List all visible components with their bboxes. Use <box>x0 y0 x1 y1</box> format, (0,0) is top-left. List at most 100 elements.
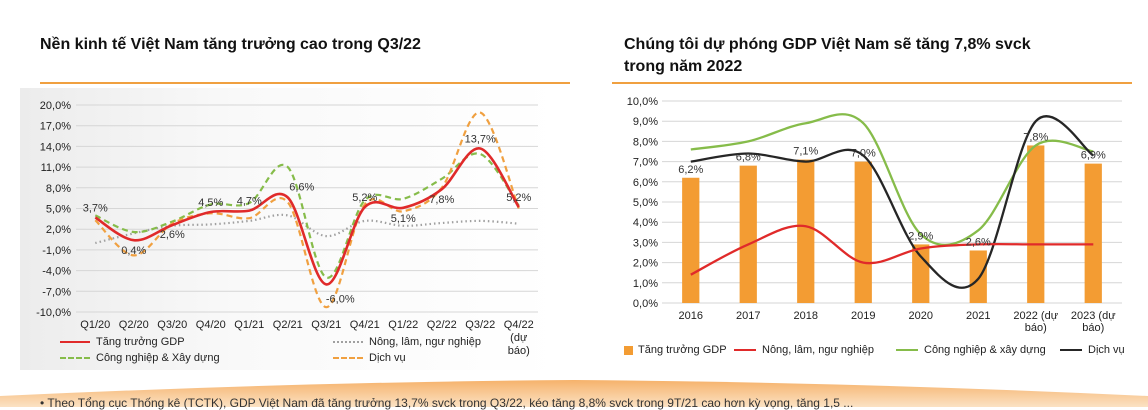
left-series-line-gdp <box>94 147 520 286</box>
left-x-tick-label: Q3/22 <box>465 319 495 331</box>
right-data-label: 6,2% <box>678 164 703 176</box>
left-y-tick-label: 17,0% <box>40 121 71 133</box>
legend-label-gdp: Tăng trưởng GDP <box>96 336 185 348</box>
left-data-label: 6,6% <box>289 181 314 193</box>
left-x-tick-label: Q3/20 <box>157 319 187 331</box>
right-x-tick-label: báo) <box>1025 322 1047 334</box>
right-legend-swatch-agri <box>734 349 756 351</box>
right-x-tick-label: 2019 <box>851 310 875 322</box>
left-series-line-industry <box>94 152 520 279</box>
right-data-label: 2,9% <box>908 230 933 242</box>
left-y-tick-label: -4,0% <box>42 266 71 278</box>
left-data-label: 0,4% <box>121 245 146 257</box>
right-y-tick-label: 3,0% <box>633 237 658 249</box>
left-y-tick-label: 20,0% <box>40 100 71 112</box>
legend-swatch-services <box>333 357 363 359</box>
right-x-tick-label: 2017 <box>736 310 760 322</box>
right-bar <box>912 244 930 303</box>
right-bar <box>969 250 987 303</box>
left-title-rule <box>40 82 570 84</box>
left-x-tick-label: Q3/21 <box>311 319 341 331</box>
left-series-line-services <box>94 111 520 309</box>
left-x-tick-label: Q2/22 <box>427 319 457 331</box>
footer-band <box>0 380 1148 407</box>
left-data-label: 5,1% <box>391 213 416 225</box>
left-data-label: 5,2% <box>352 192 377 204</box>
left-y-tick-label: 8,0% <box>46 183 71 195</box>
right-y-tick-label: 7,0% <box>633 157 658 169</box>
legend-label-industry: Công nghiệp & Xây dựng <box>96 352 220 364</box>
right-bar <box>682 177 700 303</box>
right-legend-swatch-industry <box>896 349 918 351</box>
legend-label-services: Dịch vụ <box>369 352 406 364</box>
right-data-label: 6,8% <box>736 152 761 164</box>
left-x-tick-label: Q4/20 <box>196 319 226 331</box>
left-x-tick-label: báo) <box>508 345 530 357</box>
left-y-tick-label: 11,0% <box>41 162 72 174</box>
right-chart: 0,0% 1,0% 2,0% 3,0% 4,0% 5,0% 6,0% 7,0% 8,0% 9,0%… <box>612 88 1142 370</box>
right-legend-label-gdp: Tăng trưởng GDP <box>638 344 727 356</box>
right-legend-item-agri: Nông, lâm, ngư nghiệp <box>734 344 874 356</box>
right-data-label: 2,6% <box>966 236 991 248</box>
legend-item-industry: Công nghiệp & Xây dựng <box>60 352 220 364</box>
right-x-tick-label: 2018 <box>794 310 818 322</box>
left-y-tick-label: -1,0% <box>42 245 71 257</box>
right-legend-item-services: Dịch vụ <box>1060 344 1125 356</box>
right-y-tick-label: 6,0% <box>633 177 658 189</box>
right-bar <box>854 161 872 303</box>
left-y-tick-label: 5,0% <box>46 204 71 216</box>
right-title-rule <box>612 82 1132 84</box>
legend-label-agri: Nông, lâm, ngư nghiệp <box>369 336 481 348</box>
right-bar <box>797 159 815 303</box>
left-x-tick-label: Q4/22 <box>504 319 534 331</box>
left-x-tick-label: Q2/20 <box>119 319 149 331</box>
right-legend-item-industry: Công nghiệp & xây dựng <box>896 344 1046 356</box>
left-chart-title: Nền kinh tế Việt Nam tăng trưởng cao tro… <box>40 36 421 53</box>
right-legend-label-industry: Công nghiệp & xây dựng <box>924 344 1046 356</box>
right-series-line-industry <box>690 113 1094 247</box>
right-chart-title-line1: Chúng tôi dự phóng GDP Việt Nam sẽ tăng … <box>624 36 1031 53</box>
right-y-tick-label: 1,0% <box>633 278 658 290</box>
right-chart-legend: Tăng trưởng GDP Nông, lâm, ngư nghiệp Cô… <box>624 344 1142 360</box>
right-x-tick-label: 2016 <box>679 310 703 322</box>
right-x-tick-label: báo) <box>1082 322 1104 334</box>
left-data-label: 7,8% <box>429 194 454 206</box>
left-x-tick-label: Q2/21 <box>273 319 303 331</box>
right-data-label: 7,1% <box>793 146 818 158</box>
left-x-tick-label: (dự <box>510 332 528 344</box>
left-y-tick-label: -10,0% <box>36 307 71 319</box>
left-x-tick-label: Q1/20 <box>80 319 110 331</box>
left-x-tick-label: Q1/21 <box>234 319 264 331</box>
right-x-tick-label: 2020 <box>909 310 933 322</box>
left-x-tick-label: Q1/22 <box>388 319 418 331</box>
left-data-label: -6,0% <box>326 293 355 305</box>
right-y-tick-label: 8,0% <box>633 136 658 148</box>
footnote: • Theo Tổng cục Thống kê (TCTK), GDP Việ… <box>40 396 854 410</box>
right-data-label: 7,0% <box>851 148 876 160</box>
left-data-label: 3,7% <box>83 202 108 214</box>
left-x-tick-label: Q4/21 <box>350 319 380 331</box>
right-x-tick-label: 2023 (dự <box>1071 310 1116 322</box>
legend-swatch-agri <box>333 341 363 343</box>
left-chart-legend: Tăng trưởng GDP Nông, lâm, ngư nghiệp Cô… <box>60 336 560 370</box>
right-legend-swatch-services <box>1060 349 1082 351</box>
left-y-tick-label: -7,0% <box>42 286 71 298</box>
right-legend-swatch-gdp <box>624 345 633 355</box>
right-data-label: 6,9% <box>1081 150 1106 162</box>
right-y-tick-label: 10,0% <box>627 96 658 108</box>
right-x-tick-label: 2021 <box>966 310 990 322</box>
right-chart-plot: 0,0% 1,0% 2,0% 3,0% 4,0% 5,0% 6,0% 7,0% 8,0% 9,0%… <box>627 96 1122 334</box>
legend-item-agri: Nông, lâm, ngư nghiệp <box>333 336 481 348</box>
left-y-tick-label: 2,0% <box>46 224 71 236</box>
right-bar <box>1084 163 1102 303</box>
right-series-line-gdp <box>690 224 1094 276</box>
right-y-tick-label: 0,0% <box>633 298 658 310</box>
right-x-tick-label: 2022 (dự <box>1013 310 1058 322</box>
legend-swatch-gdp <box>60 341 90 343</box>
right-data-label: 7,8% <box>1023 131 1048 143</box>
right-y-tick-label: 2,0% <box>633 258 658 270</box>
legend-item-gdp: Tăng trưởng GDP <box>60 336 185 348</box>
right-y-tick-label: 9,0% <box>633 116 658 128</box>
left-data-label: 2,6% <box>160 229 185 241</box>
left-y-tick-label: 14,0% <box>40 141 71 153</box>
